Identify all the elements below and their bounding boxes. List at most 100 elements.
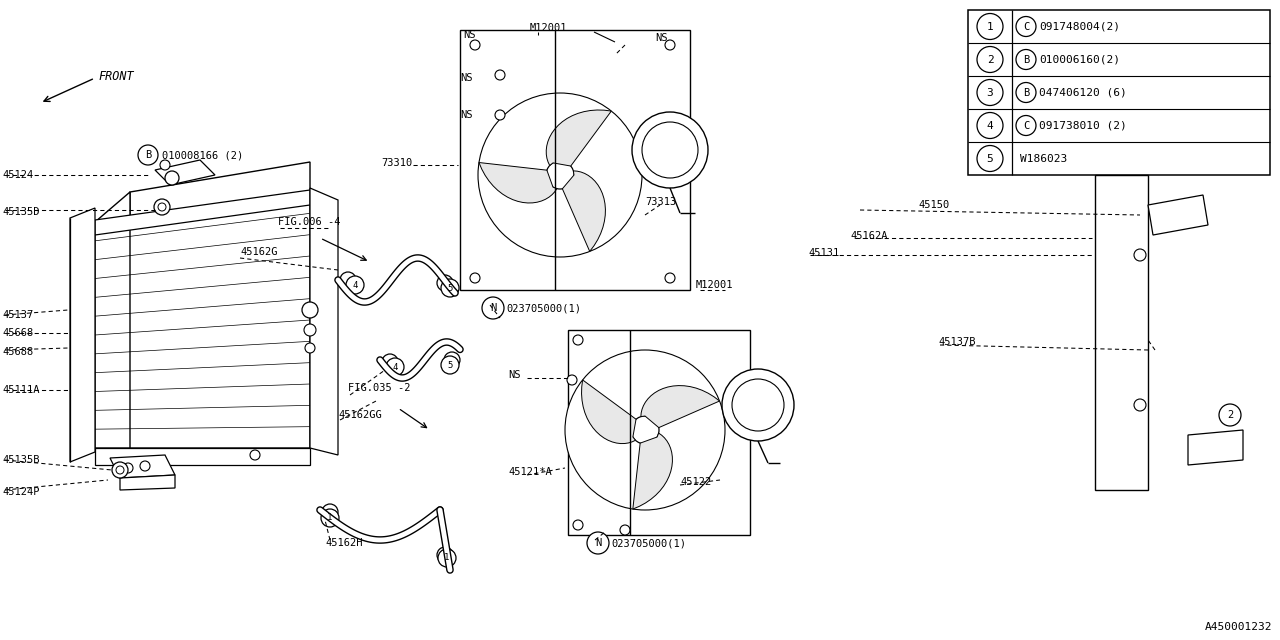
Text: 1: 1 bbox=[328, 513, 333, 522]
Text: 45668: 45668 bbox=[3, 328, 33, 338]
Text: 047406120 (6): 047406120 (6) bbox=[1039, 88, 1126, 97]
Circle shape bbox=[573, 520, 582, 530]
Circle shape bbox=[1219, 404, 1242, 426]
Circle shape bbox=[470, 40, 480, 50]
Polygon shape bbox=[562, 171, 605, 252]
Text: 4: 4 bbox=[987, 120, 993, 131]
Circle shape bbox=[547, 161, 573, 189]
Text: C: C bbox=[1023, 120, 1029, 131]
Text: FIG.006 -4: FIG.006 -4 bbox=[278, 217, 340, 227]
Polygon shape bbox=[581, 380, 636, 444]
Text: 45688: 45688 bbox=[3, 347, 33, 357]
Text: M12001: M12001 bbox=[530, 23, 567, 33]
Polygon shape bbox=[155, 160, 215, 185]
Polygon shape bbox=[131, 162, 310, 222]
Circle shape bbox=[1134, 249, 1146, 261]
Circle shape bbox=[323, 504, 338, 520]
Circle shape bbox=[113, 462, 128, 478]
Text: A450001232: A450001232 bbox=[1204, 622, 1272, 632]
Circle shape bbox=[160, 160, 170, 170]
Polygon shape bbox=[110, 455, 175, 478]
Text: 5: 5 bbox=[447, 284, 453, 292]
Circle shape bbox=[1016, 115, 1036, 136]
Text: N: N bbox=[490, 303, 497, 313]
Circle shape bbox=[732, 379, 785, 431]
Text: 45162H: 45162H bbox=[325, 538, 362, 548]
Polygon shape bbox=[95, 192, 310, 448]
Text: B: B bbox=[1023, 88, 1029, 97]
Circle shape bbox=[588, 532, 609, 554]
Circle shape bbox=[346, 276, 364, 294]
Circle shape bbox=[620, 525, 630, 535]
Polygon shape bbox=[632, 433, 672, 509]
Text: W186023: W186023 bbox=[1020, 154, 1068, 163]
Bar bbox=[968, 10, 1270, 175]
Text: 45122: 45122 bbox=[680, 477, 712, 487]
Circle shape bbox=[977, 13, 1004, 40]
Circle shape bbox=[321, 509, 339, 527]
Circle shape bbox=[116, 466, 124, 474]
Circle shape bbox=[1016, 49, 1036, 70]
Text: M12001: M12001 bbox=[696, 280, 733, 290]
Text: 45137: 45137 bbox=[3, 310, 33, 320]
Text: 45124: 45124 bbox=[3, 170, 33, 180]
Text: 45135D: 45135D bbox=[3, 207, 40, 217]
Text: N: N bbox=[595, 538, 602, 548]
Circle shape bbox=[977, 113, 1004, 138]
Polygon shape bbox=[1148, 195, 1208, 235]
Circle shape bbox=[442, 356, 460, 374]
Polygon shape bbox=[310, 188, 338, 455]
Text: 45150: 45150 bbox=[918, 200, 950, 210]
Polygon shape bbox=[95, 192, 131, 448]
Text: 2: 2 bbox=[987, 54, 993, 65]
Text: FRONT: FRONT bbox=[99, 70, 133, 83]
Text: FIG.035 -2: FIG.035 -2 bbox=[348, 383, 411, 393]
Circle shape bbox=[631, 416, 659, 444]
Text: B: B bbox=[1023, 54, 1029, 65]
Bar bbox=[460, 30, 690, 290]
Text: 73313: 73313 bbox=[645, 197, 676, 207]
Text: NS: NS bbox=[460, 73, 472, 83]
Text: 091748004(2): 091748004(2) bbox=[1039, 22, 1120, 31]
Circle shape bbox=[632, 112, 708, 188]
Circle shape bbox=[977, 47, 1004, 72]
Circle shape bbox=[438, 549, 456, 567]
Circle shape bbox=[977, 145, 1004, 172]
Text: 5: 5 bbox=[987, 154, 993, 163]
Circle shape bbox=[643, 122, 698, 178]
Text: NS: NS bbox=[460, 110, 472, 120]
Text: 3: 3 bbox=[987, 88, 993, 97]
Circle shape bbox=[1134, 399, 1146, 411]
Circle shape bbox=[305, 343, 315, 353]
Polygon shape bbox=[547, 110, 612, 166]
Circle shape bbox=[381, 354, 398, 370]
Circle shape bbox=[495, 110, 506, 120]
Circle shape bbox=[573, 335, 582, 345]
Text: 73310: 73310 bbox=[381, 158, 413, 168]
Text: 1: 1 bbox=[987, 22, 993, 31]
Text: 4: 4 bbox=[352, 280, 357, 289]
Text: 45124P: 45124P bbox=[3, 487, 40, 497]
Circle shape bbox=[250, 450, 260, 460]
Circle shape bbox=[436, 275, 453, 291]
Circle shape bbox=[305, 324, 316, 336]
Text: NS: NS bbox=[463, 30, 475, 40]
Text: 1: 1 bbox=[444, 554, 449, 563]
Text: 2: 2 bbox=[1226, 410, 1233, 420]
Text: 45111A: 45111A bbox=[3, 385, 40, 395]
Circle shape bbox=[123, 463, 133, 473]
Circle shape bbox=[1016, 83, 1036, 102]
Circle shape bbox=[444, 352, 460, 368]
Polygon shape bbox=[95, 448, 310, 465]
Circle shape bbox=[564, 350, 724, 510]
Polygon shape bbox=[70, 208, 95, 462]
Polygon shape bbox=[95, 190, 310, 235]
Circle shape bbox=[387, 358, 404, 376]
Text: B: B bbox=[145, 150, 151, 160]
Circle shape bbox=[157, 203, 166, 211]
Polygon shape bbox=[568, 330, 750, 535]
Text: 45121*A: 45121*A bbox=[508, 467, 552, 477]
Circle shape bbox=[140, 461, 150, 471]
Bar bbox=[1094, 175, 1148, 490]
Text: C: C bbox=[1023, 22, 1029, 31]
